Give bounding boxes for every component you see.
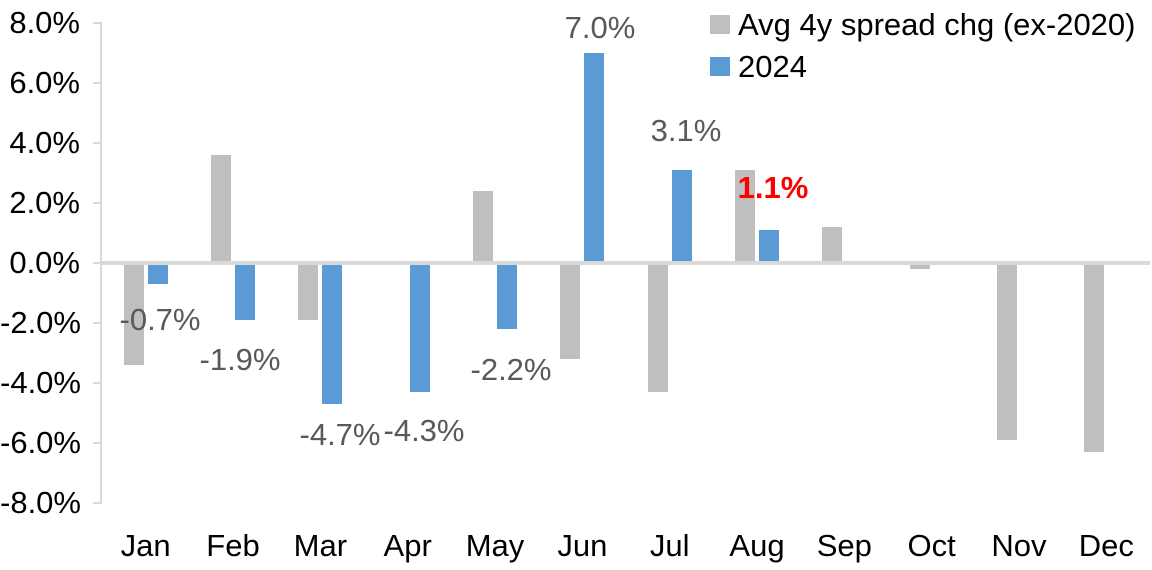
y-axis-tick-label: 0.0% (9, 244, 80, 280)
bar-avg-4y-mar (298, 262, 319, 320)
data-label-jul: 3.1% (650, 113, 722, 148)
y-tick-mark (93, 201, 102, 204)
y-tick-mark (93, 141, 102, 144)
bar-avg-4y-sep (822, 226, 843, 263)
x-axis-label-dec: Dec (1078, 528, 1134, 563)
x-axis-label-feb: Feb (206, 528, 260, 563)
legend-item-avg-4y-spread: Avg 4y spread chg (ex-2020) (710, 6, 1136, 42)
y-axis-tick-label: -8.0% (0, 484, 81, 520)
bar-avg-4y-feb (211, 154, 231, 263)
y-axis-tick-label: 4.0% (9, 124, 80, 160)
data-label-aug: 1.1% (737, 170, 809, 205)
x-axis-label-aug: Aug (729, 528, 785, 563)
bar-avg-4y-aug (735, 169, 755, 263)
legend-swatch-avg-4y-spread (710, 15, 730, 34)
bar-avg-4y-oct (909, 262, 930, 269)
y-axis-tick-label: -4.0% (0, 364, 81, 400)
bar-2024-jan (147, 262, 168, 284)
y-tick-mark (93, 21, 102, 24)
bar-2024-may (497, 262, 517, 329)
y-axis-tick-label: -2.0% (0, 304, 81, 340)
y-tick-mark (93, 261, 102, 264)
legend-swatch-2024 (710, 57, 730, 76)
y-tick-mark (93, 501, 102, 504)
x-axis-label-oct: Oct (907, 528, 956, 563)
chart-legend: Avg 4y spread chg (ex-2020) 2024 (710, 6, 1136, 84)
bar-avg-4y-dec (1084, 262, 1105, 452)
bar-2024-feb (235, 262, 255, 320)
y-tick-mark (93, 441, 102, 444)
y-axis-tick-label: 8.0% (9, 4, 80, 40)
x-axis-label-apr: Apr (383, 528, 432, 563)
x-axis-label-mar: Mar (293, 528, 348, 563)
data-label-mar: -4.7% (299, 417, 381, 452)
data-label-jan: -0.7% (119, 302, 201, 337)
y-axis-tick-label: 6.0% (9, 64, 80, 100)
y-tick-mark (93, 381, 102, 384)
x-axis-label-sep: Sep (816, 528, 872, 563)
bar-2024-mar (322, 262, 343, 404)
x-axis-label-jul: Jul (649, 528, 690, 563)
legend-label-avg-4y-spread: Avg 4y spread chg (ex-2020) (738, 6, 1136, 42)
legend-label-2024: 2024 (738, 48, 807, 84)
zero-gridline (102, 261, 1150, 265)
y-tick-mark (93, 321, 102, 324)
x-axis-label-jan: Jan (120, 528, 171, 563)
data-label-may: -2.2% (470, 352, 552, 387)
x-axis-label-nov: Nov (991, 528, 1047, 563)
data-label-apr: -4.3% (383, 413, 465, 448)
bar-avg-4y-jun (560, 262, 581, 359)
bar-2024-aug (759, 229, 779, 263)
bar-avg-4y-jul (647, 262, 668, 392)
y-axis-tick-label: 2.0% (9, 184, 80, 220)
bar-2024-apr (409, 262, 430, 392)
bar-avg-4y-may (473, 190, 493, 263)
y-axis-tick-label: -6.0% (0, 424, 81, 460)
legend-item-2024: 2024 (710, 48, 1136, 84)
bar-avg-4y-jan (123, 262, 144, 365)
bar-2024-jul (671, 169, 692, 263)
data-label-jun: 7.0% (564, 10, 636, 45)
data-label-feb: -1.9% (199, 342, 281, 377)
bar-avg-4y-nov (997, 262, 1017, 440)
y-tick-mark (93, 81, 102, 84)
x-axis-label-jun: Jun (557, 528, 608, 563)
bar-2024-jun (584, 52, 605, 263)
x-axis-label-may: May (465, 528, 525, 563)
